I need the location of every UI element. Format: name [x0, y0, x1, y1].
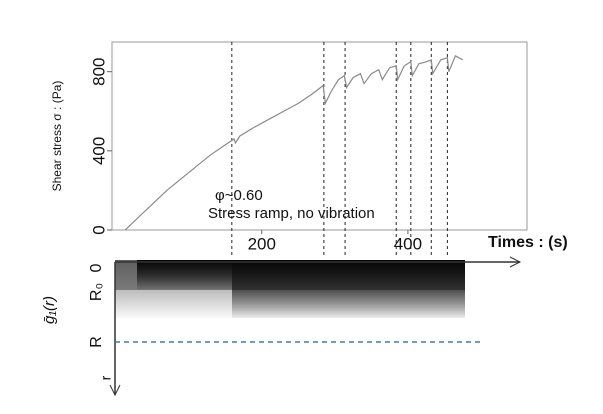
- strip-label: R: [88, 336, 105, 348]
- y-axis-title: Shear stress σ : (Pa): [50, 81, 64, 192]
- stress-line: [124, 55, 463, 231]
- strip-label: R₀: [88, 283, 105, 301]
- strip-band: [232, 260, 324, 318]
- plot-frame: [111, 41, 528, 231]
- x-tick-label: 200: [248, 234, 276, 253]
- y-tick-label: 800: [89, 57, 108, 85]
- strip-band: [137, 260, 232, 290]
- arrow-head: [109, 384, 121, 397]
- strip-band: [115, 260, 465, 290]
- x-axis-title: Times : (s): [488, 234, 568, 251]
- strip-band: [324, 260, 465, 318]
- y-tick-label: 0: [89, 225, 108, 234]
- arrow-head: [509, 256, 522, 268]
- y-tick-label: 400: [89, 137, 108, 165]
- strip-y-title: ḡ₁(r): [41, 296, 58, 324]
- annotation: Stress ramp, no vibration: [208, 205, 375, 222]
- correlation-strip: [115, 260, 465, 318]
- annotation: φ~0.60: [215, 187, 263, 204]
- x-tick-label: 400: [394, 234, 422, 253]
- strip-label: r: [98, 375, 114, 380]
- strip-label: 0: [88, 263, 105, 272]
